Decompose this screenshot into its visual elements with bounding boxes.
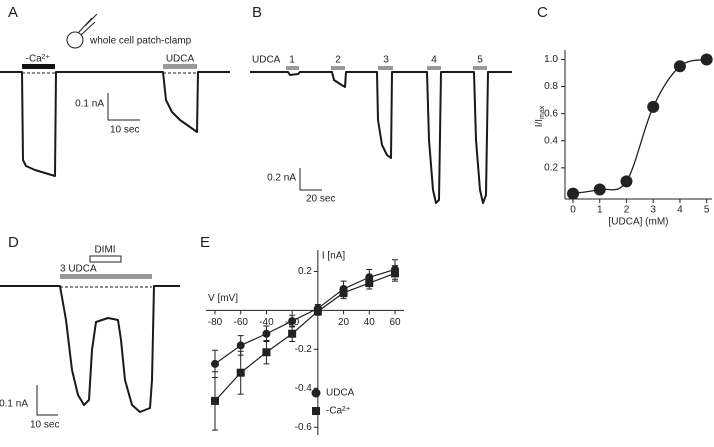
scale-bar [107, 93, 140, 121]
scale-bar [36, 385, 58, 416]
x-tick-label: 1 [597, 205, 603, 216]
data-point [288, 317, 297, 326]
x-tick-label: 4 [677, 205, 683, 216]
current-trace [0, 71, 230, 177]
data-point [647, 100, 660, 113]
panel-label: E [200, 234, 210, 251]
application-bar [89, 255, 122, 263]
y-axis-label: I/Imax [534, 105, 546, 127]
x-tick-label: -40 [259, 317, 274, 328]
y-axis-label-main: I/I [534, 119, 545, 127]
data-point [288, 329, 297, 338]
x-tick-label: 0 [570, 205, 576, 216]
x-tick-label: -80 [208, 317, 223, 328]
data-point [593, 183, 606, 196]
data-point [236, 368, 245, 377]
iv-chart: -0.6-0.4-0.20.2-80-60-40-20204060V [mV]I… [206, 250, 404, 435]
scale-label: 20 sec [306, 194, 335, 205]
fit-curve [572, 58, 707, 195]
application-label: 5 [477, 55, 483, 66]
data-point [620, 175, 633, 188]
panel-label: D [8, 234, 19, 251]
application-bar [60, 274, 152, 279]
stimulus-label: 3 UDCA [60, 264, 97, 275]
data-point [567, 187, 580, 200]
x-axis-label: V [mV] [208, 293, 238, 304]
application-label: 3 [383, 55, 389, 66]
data-point [236, 341, 245, 350]
y-tick-label: -0.2 [295, 344, 313, 355]
y-tick-label: 0.2 [298, 266, 312, 277]
data-point [339, 288, 348, 297]
y-tick-label: 0.4 [544, 135, 558, 146]
legend-marker [312, 407, 320, 415]
application-label: 1 [289, 55, 295, 66]
cell-icon [66, 13, 98, 49]
data-point [391, 269, 399, 278]
legend-marker [311, 388, 321, 398]
x-tick-label: 3 [650, 205, 656, 216]
dose-response-chart: 0.2 0.4 0.6 0.8 1.0 0 1 2 3 4 5 [UDCA] (mM) I/Imax [534, 50, 713, 228]
application-bar [163, 64, 197, 69]
scale-label: 0.1 nA [0, 399, 28, 410]
x-tick-label: 60 [389, 317, 401, 328]
data-point [262, 329, 271, 338]
y-tick-label: -0.6 [295, 422, 313, 433]
data-point [365, 279, 374, 288]
panel-label: B [252, 4, 262, 21]
data-point [211, 359, 219, 368]
current-trace [250, 71, 512, 204]
x-tick-label: 5 [704, 205, 710, 216]
series-line [214, 272, 396, 402]
data-point [262, 348, 271, 357]
panel-label: C [537, 4, 548, 21]
bar-label: -Ca²⁺ [26, 54, 51, 65]
legend-label: UDCA [326, 388, 355, 399]
y-tick-label: -0.4 [295, 383, 313, 394]
data-point [313, 307, 322, 316]
data-point [700, 53, 713, 66]
scale-bar [299, 168, 322, 191]
y-tick-label: 0.2 [544, 162, 558, 173]
y-tick-label: 0.6 [544, 108, 558, 119]
y-tick-label: 0.8 [544, 81, 558, 92]
series-line [214, 268, 396, 365]
data-point [673, 60, 686, 73]
cell-label: whole cell patch-clamp [89, 36, 192, 47]
x-axis-label: [UDCA] (mM) [609, 217, 669, 228]
scale-label: 10 sec [30, 420, 59, 431]
x-tick-label: 20 [338, 317, 350, 328]
x-tick-label: 2 [624, 205, 630, 216]
application-bar [22, 64, 55, 69]
y-axis-label: I [nA] [322, 251, 346, 262]
application-label: 4 [431, 55, 437, 66]
blocker-label: DIMI [94, 245, 115, 256]
bar-label: UDCA [166, 54, 195, 65]
y-tick-label: 1.0 [544, 54, 558, 65]
application-label: 2 [335, 55, 341, 66]
panel-label: A [8, 4, 18, 21]
x-tick-label: 40 [364, 317, 376, 328]
legend-label: -Ca²⁺ [326, 406, 351, 417]
x-tick-label: -60 [233, 317, 248, 328]
current-trace [0, 285, 180, 413]
scale-label: 0.2 nA [267, 173, 296, 184]
scale-label: 10 sec [110, 125, 139, 136]
data-point [211, 396, 219, 405]
application-markers: 1 2 3 4 5 [286, 55, 487, 70]
stimulus-label: UDCA [252, 55, 281, 66]
y-axis-label-sub: max [539, 105, 546, 119]
scale-label: 0.1 nA [75, 99, 104, 110]
